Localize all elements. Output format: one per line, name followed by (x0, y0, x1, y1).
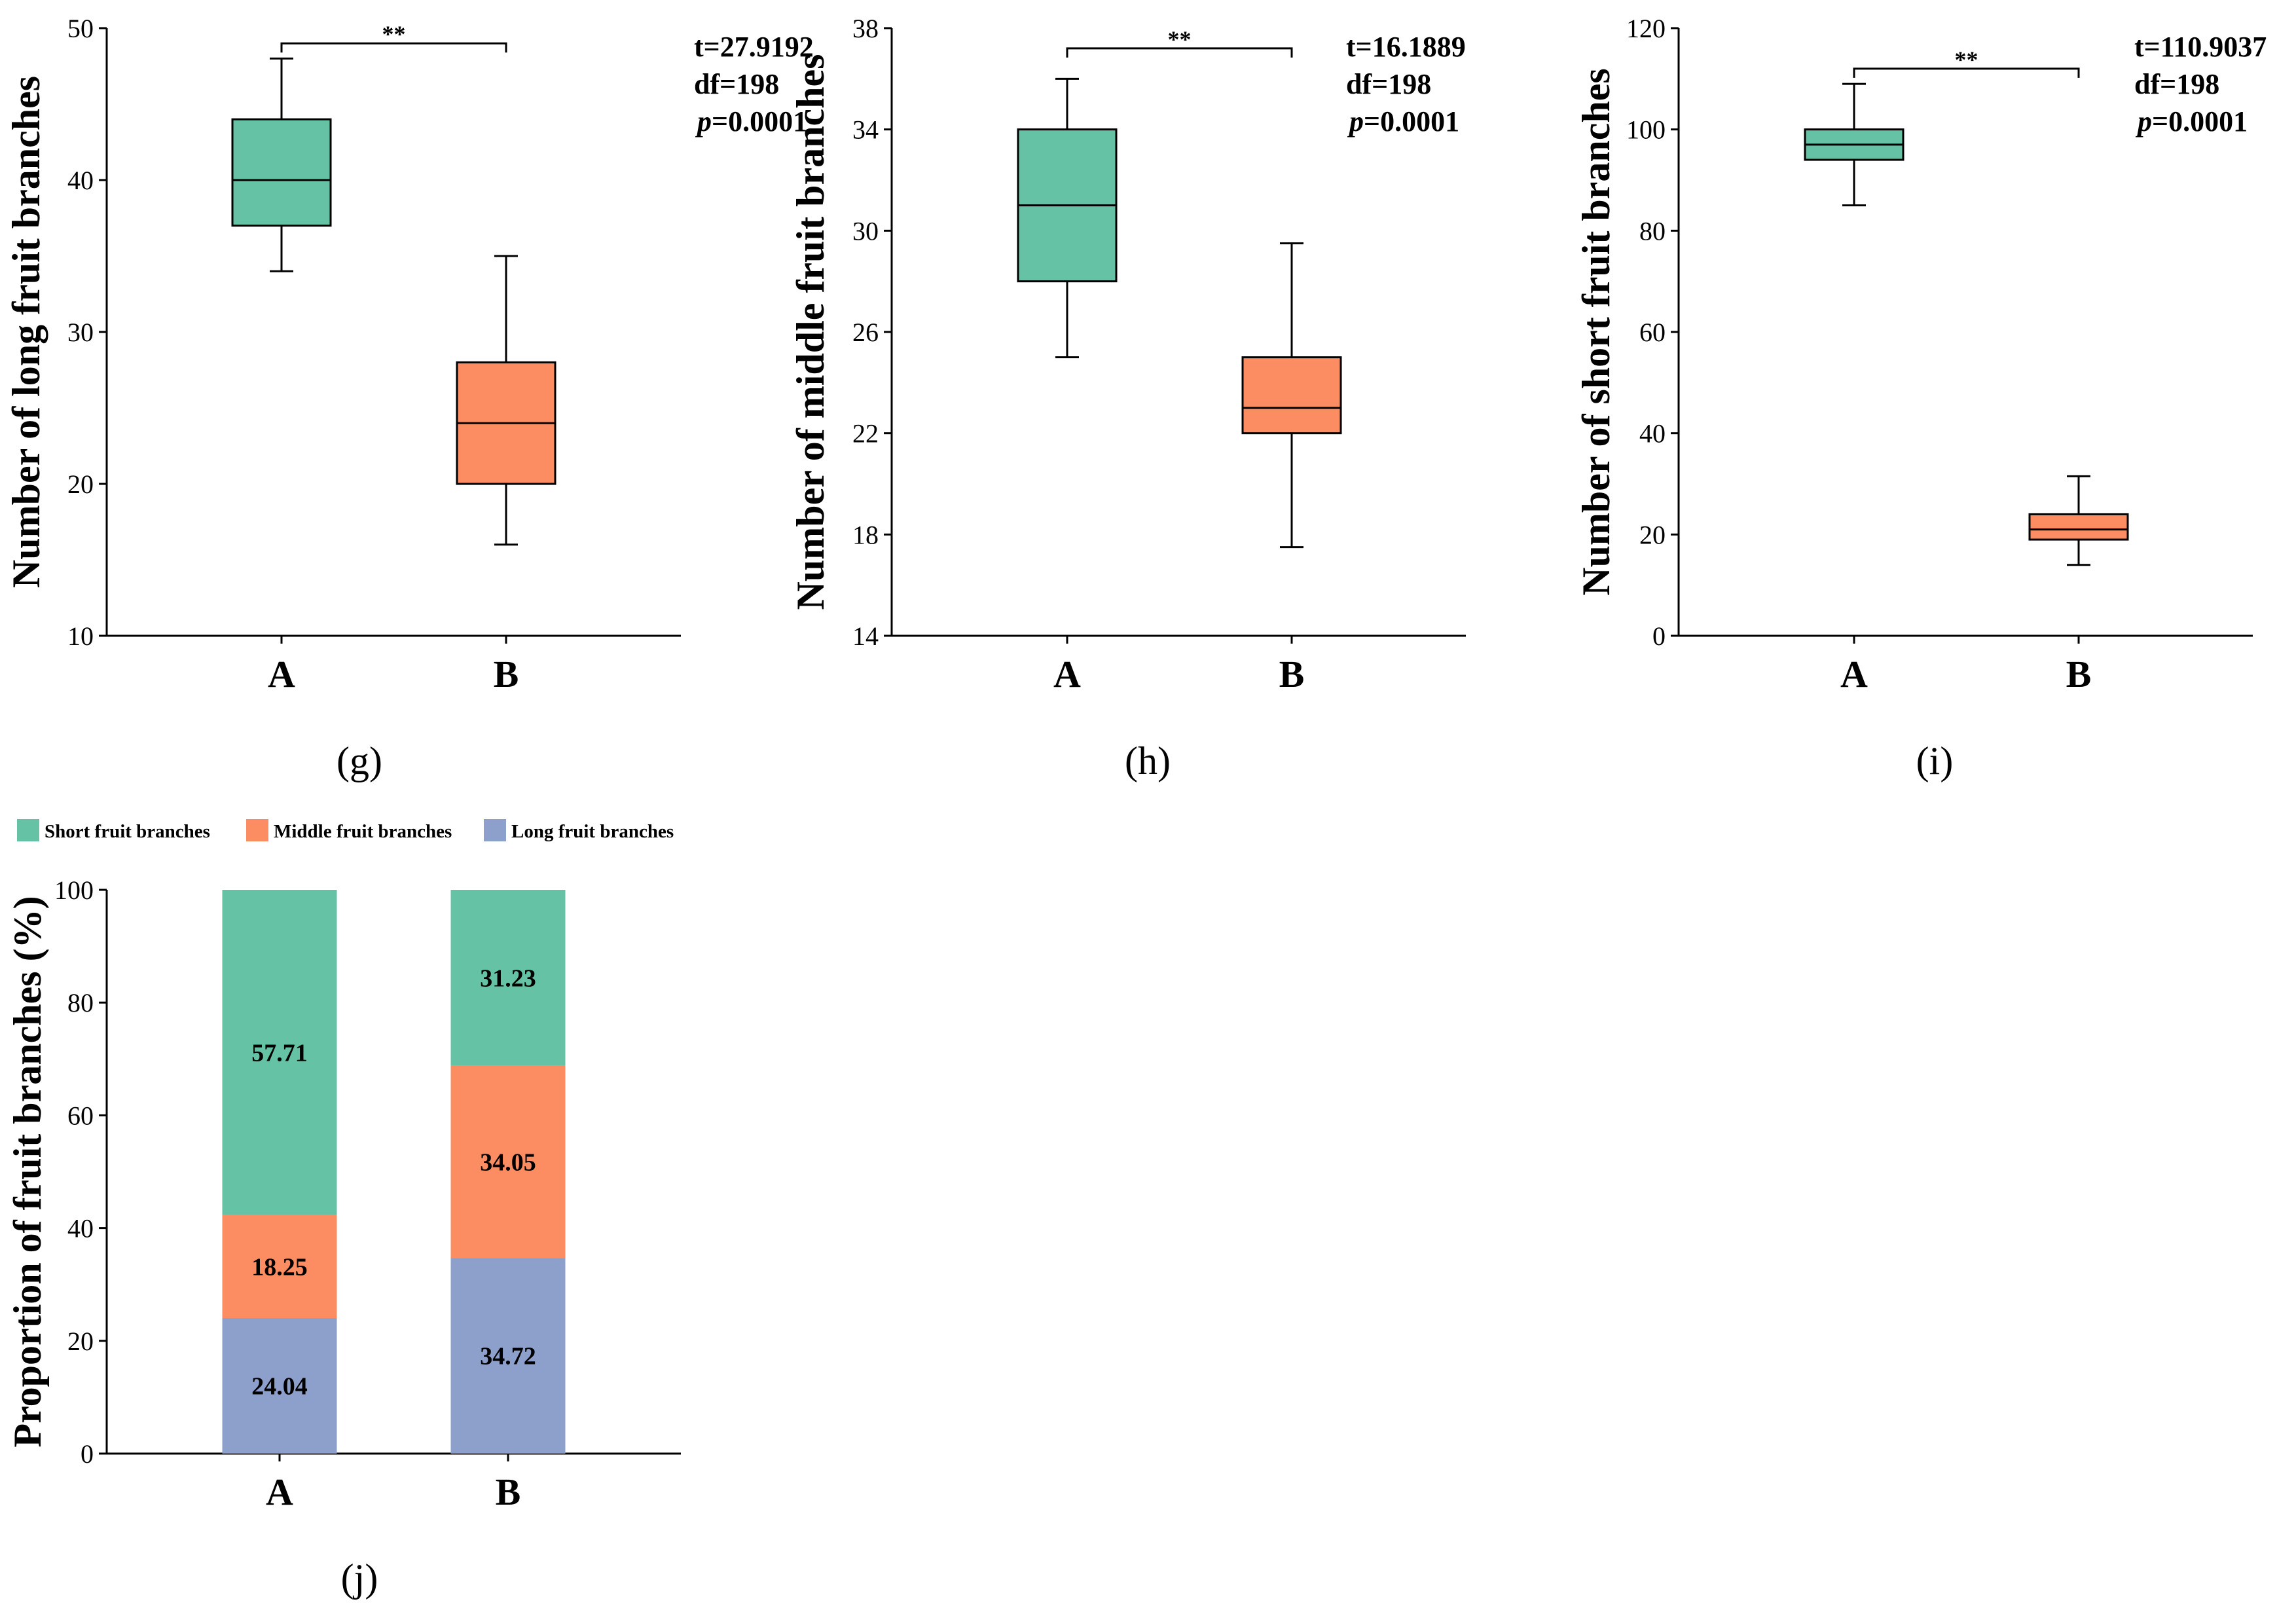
y-tick-label: 20 (1639, 520, 1666, 549)
stat-p-symbol: p (1347, 105, 1364, 138)
y-tick-label: 50 (67, 14, 94, 43)
y-tick-label: 30 (852, 216, 879, 246)
legend-swatch (17, 819, 39, 841)
x-category-label: B (1279, 653, 1305, 695)
y-tick-label: 40 (67, 166, 94, 195)
bar-value-label: 24.04 (251, 1373, 308, 1401)
legend-label: Short fruit branches (45, 821, 210, 842)
x-category-label: A (1053, 653, 1081, 695)
stat-p-symbol: p (695, 105, 712, 138)
bar-segment-short-fruit-branches (450, 890, 566, 1066)
y-tick-label: 26 (852, 318, 879, 347)
legend-label: Long fruit branches (511, 821, 674, 842)
y-tick-label: 40 (1639, 419, 1666, 449)
legend-swatch (246, 819, 268, 841)
y-tick-label: 80 (67, 988, 94, 1018)
y-tick-label: 40 (67, 1214, 94, 1243)
y-tick-label: 22 (852, 419, 879, 449)
legend-swatch (484, 819, 506, 841)
bar-segment-short-fruit-branches (222, 890, 337, 1215)
y-tick-label: 20 (67, 469, 94, 499)
stat-p-value: =0.0001 (1364, 105, 1459, 138)
stat-t: t=110.9037 (2134, 31, 2267, 63)
y-tick-label: 80 (1639, 216, 1666, 246)
y-axis-title: Proportion of fruit branches (%) (6, 896, 49, 1447)
significance-bracket (1853, 67, 2080, 78)
bar-segment-long-fruit-branches (222, 1318, 337, 1454)
bar-segment-long-fruit-branches (450, 1258, 566, 1454)
stat-p-value: =0.0001 (2152, 105, 2248, 138)
y-tick-label: 60 (67, 1101, 94, 1130)
panel-label: (h) (1125, 739, 1171, 782)
y-tick-label: 120 (1626, 14, 1666, 43)
y-tick-label: 38 (852, 14, 879, 43)
significance-stars: ** (1955, 46, 1978, 73)
stat-df: df=198 (694, 68, 779, 100)
y-axis-title: Number of long fruit branches (5, 76, 48, 588)
x-category-label: B (2066, 653, 2092, 695)
chart-i: 0 20 40 60 80 100 120 A B Number of short fruit b… (1575, 14, 2267, 782)
x-category-label: B (494, 653, 519, 695)
y-axis-title: Number of middle fruit branches (789, 54, 832, 610)
stat-t: t=16.1889 (1346, 31, 1466, 63)
y-tick-label: 20 (67, 1327, 94, 1356)
bar-segment-middle-fruit-branches (222, 1215, 337, 1319)
y-tick-label: 14 (852, 621, 879, 651)
stat-df: df=198 (1346, 68, 1431, 100)
stat-df: df=198 (2134, 68, 2219, 100)
bar-value-label: 31.23 (480, 964, 536, 992)
y-tick-label: 34 (852, 115, 879, 145)
y-tick-label: 100 (54, 875, 94, 905)
x-category-label: A (266, 1471, 293, 1513)
x-category-label: A (268, 653, 295, 695)
stat-p: p=0.0001 (1347, 105, 1459, 138)
stat-p-symbol: p (2135, 105, 2152, 138)
y-tick-label: 30 (67, 318, 94, 347)
bar-value-label: 18.25 (251, 1253, 308, 1281)
legend-label: Middle fruit branches (274, 821, 452, 842)
chart-j: 0 20 40 60 80 100 A B Proportion of fruit branch… (6, 819, 681, 1600)
y-axis-title: Number of short fruit branches (1575, 68, 1618, 596)
panel-label: (i) (1916, 739, 1954, 782)
significance-stars: ** (382, 21, 406, 47)
box-B (2028, 513, 2129, 541)
stat-p: p=0.0001 (2135, 105, 2248, 138)
y-tick-label: 0 (81, 1439, 94, 1469)
box-A (231, 118, 332, 227)
y-tick-label: 10 (67, 621, 94, 651)
bar-segment-middle-fruit-branches (450, 1065, 566, 1258)
panel-label: (g) (337, 739, 382, 782)
bar-value-label: 57.71 (251, 1039, 308, 1067)
y-tick-label: 0 (1652, 621, 1666, 651)
box-B (1241, 356, 1342, 435)
chart-h: 14 18 22 26 30 34 38 A B Number of middle fruit b… (789, 14, 1466, 782)
x-category-label: A (1840, 653, 1868, 695)
y-tick-label: 100 (1626, 115, 1666, 145)
significance-stars: ** (1168, 26, 1192, 52)
bar-value-label: 34.05 (480, 1148, 536, 1176)
y-tick-label: 18 (852, 520, 879, 549)
y-tick-label: 60 (1639, 318, 1666, 347)
x-category-label: B (496, 1471, 521, 1513)
bar-value-label: 34.72 (480, 1343, 536, 1370)
significance-bracket (280, 42, 507, 53)
chart-g: 10 20 30 40 50 A B Number of long fruit branche… (5, 14, 814, 782)
panel-label: (j) (341, 1556, 378, 1600)
significance-bracket (1066, 47, 1293, 58)
stat-p: p=0.0001 (695, 105, 807, 138)
stat-t: t=27.9192 (694, 31, 814, 63)
stat-p-value: =0.0001 (712, 105, 807, 138)
